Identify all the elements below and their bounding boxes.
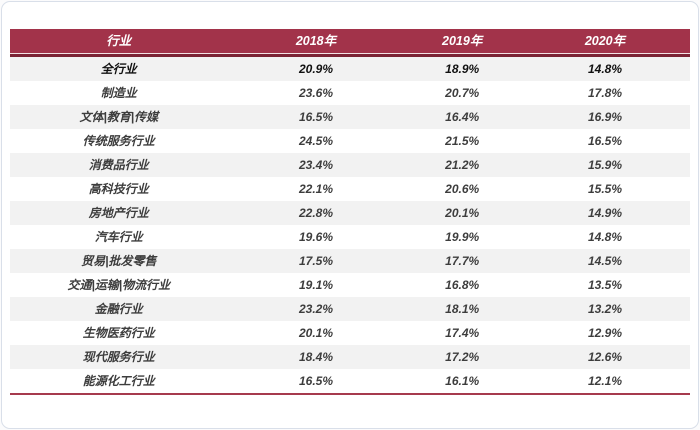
value-cell: 13.5% bbox=[587, 278, 622, 292]
industry-cell: 消费品行业 bbox=[88, 158, 149, 172]
table-row: 金融行业 23.2% 18.1% 13.2% bbox=[10, 297, 690, 321]
value-cell: 16.9% bbox=[587, 110, 622, 124]
industry-cell: 能源化工行业 bbox=[82, 374, 155, 388]
table-row: 生物医药行业 20.1% 17.4% 12.9% bbox=[10, 321, 690, 345]
value-cell: 20.1% bbox=[298, 326, 333, 340]
industry-cell: 汽车行业 bbox=[94, 230, 143, 244]
value-cell: 15.5% bbox=[587, 182, 622, 196]
value-cell: 17.4% bbox=[445, 326, 480, 340]
value-cell: 20.1% bbox=[445, 206, 480, 220]
industry-cell: 金融行业 bbox=[94, 302, 143, 316]
header-divider-line bbox=[10, 54, 690, 57]
value-cell: 16.1% bbox=[445, 374, 480, 388]
industry-cell: 生物医药行业 bbox=[82, 326, 155, 340]
industry-cell: 高科技行业 bbox=[88, 182, 149, 196]
table-row: 制造业 23.6% 20.7% 17.8% bbox=[10, 81, 690, 105]
value-cell: 15.9% bbox=[587, 158, 622, 172]
value-cell: 18.4% bbox=[298, 350, 333, 364]
value-cell: 23.2% bbox=[298, 302, 333, 316]
column-header-2018: 2018年 bbox=[295, 34, 337, 48]
industry-cell: 全行业 bbox=[100, 62, 137, 76]
industry-cell: 制造业 bbox=[100, 86, 137, 100]
value-cell: 12.1% bbox=[587, 374, 622, 388]
value-cell: 14.8% bbox=[587, 62, 622, 76]
table-row: 传统服务行业 24.5% 21.5% 16.5% bbox=[10, 129, 690, 153]
value-cell: 20.7% bbox=[445, 86, 480, 100]
table-row: 能源化工行业 16.5% 16.1% 12.1% bbox=[10, 369, 690, 393]
value-cell: 21.2% bbox=[445, 158, 480, 172]
value-cell: 12.9% bbox=[587, 326, 622, 340]
table-row: 消费品行业 23.4% 21.2% 15.9% bbox=[10, 153, 690, 177]
table-rows: 全行业 20.9% 18.9% 14.8% 制造业 23.6% 20.7% 17… bbox=[10, 57, 690, 393]
value-cell: 19.9% bbox=[445, 230, 480, 244]
table-row: 交通|运输|物流行业 19.1% 16.8% 13.5% bbox=[10, 273, 690, 297]
value-cell: 16.5% bbox=[298, 374, 333, 388]
value-cell: 16.5% bbox=[298, 110, 333, 124]
value-cell: 22.1% bbox=[298, 182, 333, 196]
industry-cell: 文体|教育|传媒 bbox=[79, 110, 159, 124]
table-bottom-border bbox=[10, 393, 690, 395]
table-row: 贸易|批发零售 17.5% 17.7% 14.5% bbox=[10, 249, 690, 273]
value-cell: 14.5% bbox=[587, 254, 622, 268]
table-header-row: 行业 2018年 2019年 2020年 bbox=[10, 29, 690, 54]
value-cell: 17.7% bbox=[445, 254, 480, 268]
value-cell: 19.1% bbox=[298, 278, 333, 292]
value-cell: 18.9% bbox=[445, 62, 480, 76]
industry-cell: 传统服务行业 bbox=[82, 134, 155, 148]
value-cell: 22.8% bbox=[298, 206, 333, 220]
value-cell: 16.8% bbox=[445, 278, 480, 292]
value-cell: 16.4% bbox=[445, 110, 480, 124]
column-header-2019: 2019年 bbox=[442, 34, 483, 48]
value-cell: 17.8% bbox=[587, 86, 622, 100]
value-cell: 12.6% bbox=[587, 350, 622, 364]
value-cell: 14.8% bbox=[587, 230, 622, 244]
table-row: 高科技行业 22.1% 20.6% 15.5% bbox=[10, 177, 690, 201]
value-cell: 16.5% bbox=[587, 134, 622, 148]
value-cell: 24.5% bbox=[298, 134, 333, 148]
industry-data-table: 行业 2018年 2019年 2020年 全行业 20.9% 18.9% 14.… bbox=[10, 29, 690, 395]
table-row: 文体|教育|传媒 16.5% 16.4% 16.9% bbox=[10, 105, 690, 129]
value-cell: 14.9% bbox=[587, 206, 622, 220]
value-cell: 13.2% bbox=[587, 302, 622, 316]
value-cell: 23.6% bbox=[298, 86, 333, 100]
industry-cell: 贸易|批发零售 bbox=[81, 254, 157, 268]
value-cell: 19.6% bbox=[298, 230, 333, 244]
table-row: 房地产行业 22.8% 20.1% 14.9% bbox=[10, 201, 690, 225]
value-cell: 17.2% bbox=[445, 350, 480, 364]
industry-cell: 房地产行业 bbox=[88, 206, 149, 220]
table-row: 现代服务行业 18.4% 17.2% 12.6% bbox=[10, 345, 690, 369]
column-header-2020: 2020年 bbox=[584, 34, 626, 48]
value-cell: 18.1% bbox=[445, 302, 480, 316]
value-cell: 21.5% bbox=[445, 134, 480, 148]
industry-cell: 现代服务行业 bbox=[82, 350, 155, 364]
table-row: 全行业 20.9% 18.9% 14.8% bbox=[10, 57, 690, 81]
value-cell: 20.6% bbox=[445, 182, 480, 196]
value-cell: 17.5% bbox=[298, 254, 333, 268]
column-header-industry: 行业 bbox=[106, 34, 132, 48]
value-cell: 23.4% bbox=[298, 158, 333, 172]
table-row: 汽车行业 19.6% 19.9% 14.8% bbox=[10, 225, 690, 249]
value-cell: 20.9% bbox=[298, 62, 333, 76]
industry-cell: 交通|运输|物流行业 bbox=[67, 278, 171, 292]
